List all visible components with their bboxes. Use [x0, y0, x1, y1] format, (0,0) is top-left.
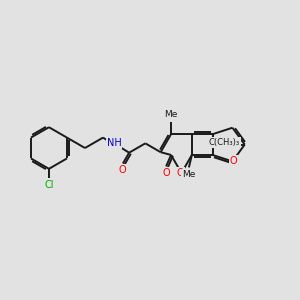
Text: Me: Me: [182, 170, 196, 179]
Text: O: O: [162, 168, 170, 178]
Text: Me: Me: [164, 110, 178, 119]
Text: Cl: Cl: [44, 180, 54, 190]
Text: NH: NH: [106, 138, 121, 148]
Text: O: O: [230, 156, 237, 167]
Text: O: O: [230, 156, 237, 167]
Text: NH: NH: [106, 138, 121, 148]
Text: C(CH₃)₃: C(CH₃)₃: [209, 138, 240, 147]
Text: Me: Me: [182, 170, 196, 179]
Text: O: O: [177, 168, 184, 178]
Text: Cl: Cl: [44, 180, 54, 190]
Text: O: O: [162, 168, 170, 178]
Text: O: O: [118, 165, 126, 176]
Text: C(CH₃)₃: C(CH₃)₃: [209, 138, 240, 147]
Text: O: O: [118, 165, 126, 176]
Text: Me: Me: [164, 110, 178, 119]
Text: O: O: [177, 168, 184, 178]
